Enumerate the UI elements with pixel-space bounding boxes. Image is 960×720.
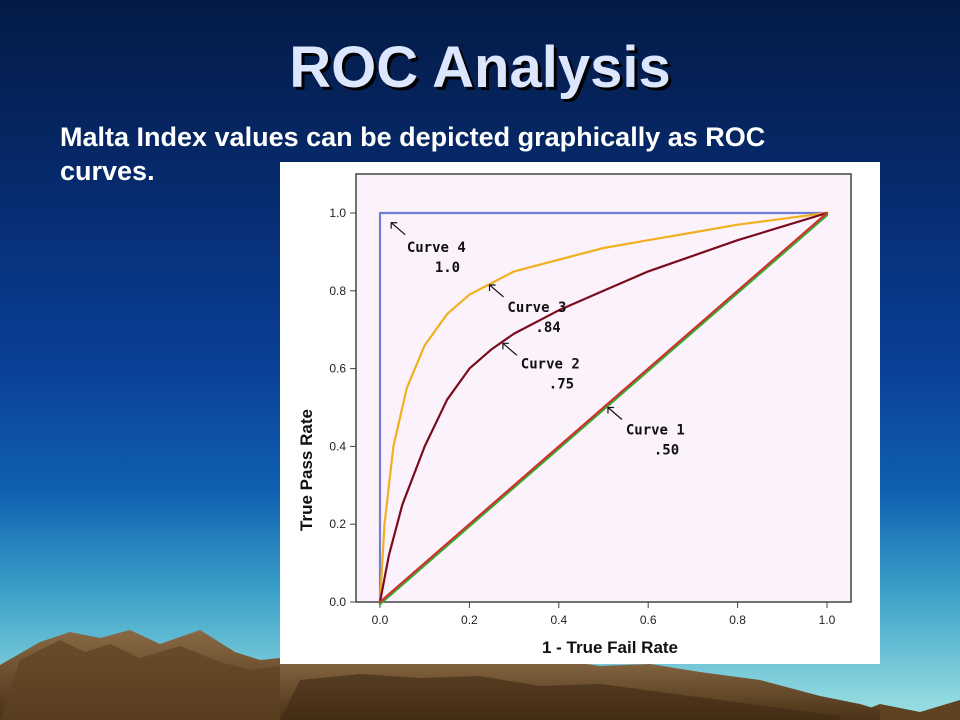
y-tick-label: 1.0 xyxy=(329,206,346,220)
mountain-landscape xyxy=(0,630,960,720)
x-tick-label: 0.4 xyxy=(550,613,567,627)
x-tick-label: 0.8 xyxy=(729,613,746,627)
annotation-arrow xyxy=(489,284,504,298)
roc-chart: 0.0 0.2 0.4 0.6 0.8 1.0 0.0 0.2 0.4 0.6 0.8 1.0 Cu… xyxy=(297,173,852,657)
slide-title: ROC Analysis xyxy=(289,35,671,100)
annotation-curve4-name: Curve 4 xyxy=(407,240,466,256)
series-line-curve3 xyxy=(378,211,829,604)
annotation-curve2-value: .75 xyxy=(549,377,574,393)
x-tick-label: 0.6 xyxy=(640,613,657,627)
slide-subtitle-continued: curves. xyxy=(60,156,155,186)
x-tick-label: 0.0 xyxy=(372,613,389,627)
series-line-curve4 xyxy=(378,211,829,604)
y-tick-label: 0.6 xyxy=(329,362,346,376)
annotation-arrow xyxy=(502,342,518,356)
annotation-curve1-name: Curve 1 xyxy=(626,423,685,439)
annotation-curve3-value: .84 xyxy=(535,320,560,336)
plot-area xyxy=(355,173,852,603)
series-layer xyxy=(378,211,829,606)
x-tick-label: 0.2 xyxy=(461,613,478,627)
annotation-curve2-name: Curve 2 xyxy=(521,357,580,373)
annotation-arrowhead xyxy=(488,284,496,291)
y-tick-label: 0.8 xyxy=(329,284,346,298)
series-line-curve2 xyxy=(378,211,829,604)
annotation-arrowhead xyxy=(390,222,398,229)
annotation-arrow xyxy=(390,222,406,236)
y-tick-label: 0.0 xyxy=(329,595,346,609)
annotation-arrowhead xyxy=(502,342,509,350)
x-axis-label: 1 - True Fail Rate xyxy=(542,638,678,657)
annotation-curve1-value: .50 xyxy=(654,443,679,459)
annotation-curve3-name: Curve 3 xyxy=(507,300,566,316)
y-axis-ticks: 0.0 0.2 0.4 0.6 0.8 1.0 xyxy=(329,206,356,609)
series-line-curve1 xyxy=(378,211,829,604)
series-line-curve1-green xyxy=(378,213,829,606)
annotation-arrow xyxy=(607,407,623,420)
annotation-layer: Curve 4 1.0 Curve 3 .84 Curve 2 .75 Curve 1 .50 xyxy=(390,222,685,459)
slide-subtitle: Malta Index values can be depicted graph… xyxy=(60,122,766,152)
x-axis-ticks: 0.0 0.2 0.4 0.6 0.8 1.0 xyxy=(372,602,836,627)
annotation-curve4-value: 1.0 xyxy=(435,260,460,276)
y-tick-label: 0.4 xyxy=(329,439,346,453)
x-tick-label: 1.0 xyxy=(819,613,836,627)
annotation-arrowhead xyxy=(607,406,614,414)
y-axis-label: True Pass Rate xyxy=(297,409,316,531)
y-tick-label: 0.2 xyxy=(329,517,346,531)
roc-chart-panel: 0.0 0.2 0.4 0.6 0.8 1.0 0.0 0.2 0.4 0.6 0.8 1.0 Cu… xyxy=(280,162,880,664)
